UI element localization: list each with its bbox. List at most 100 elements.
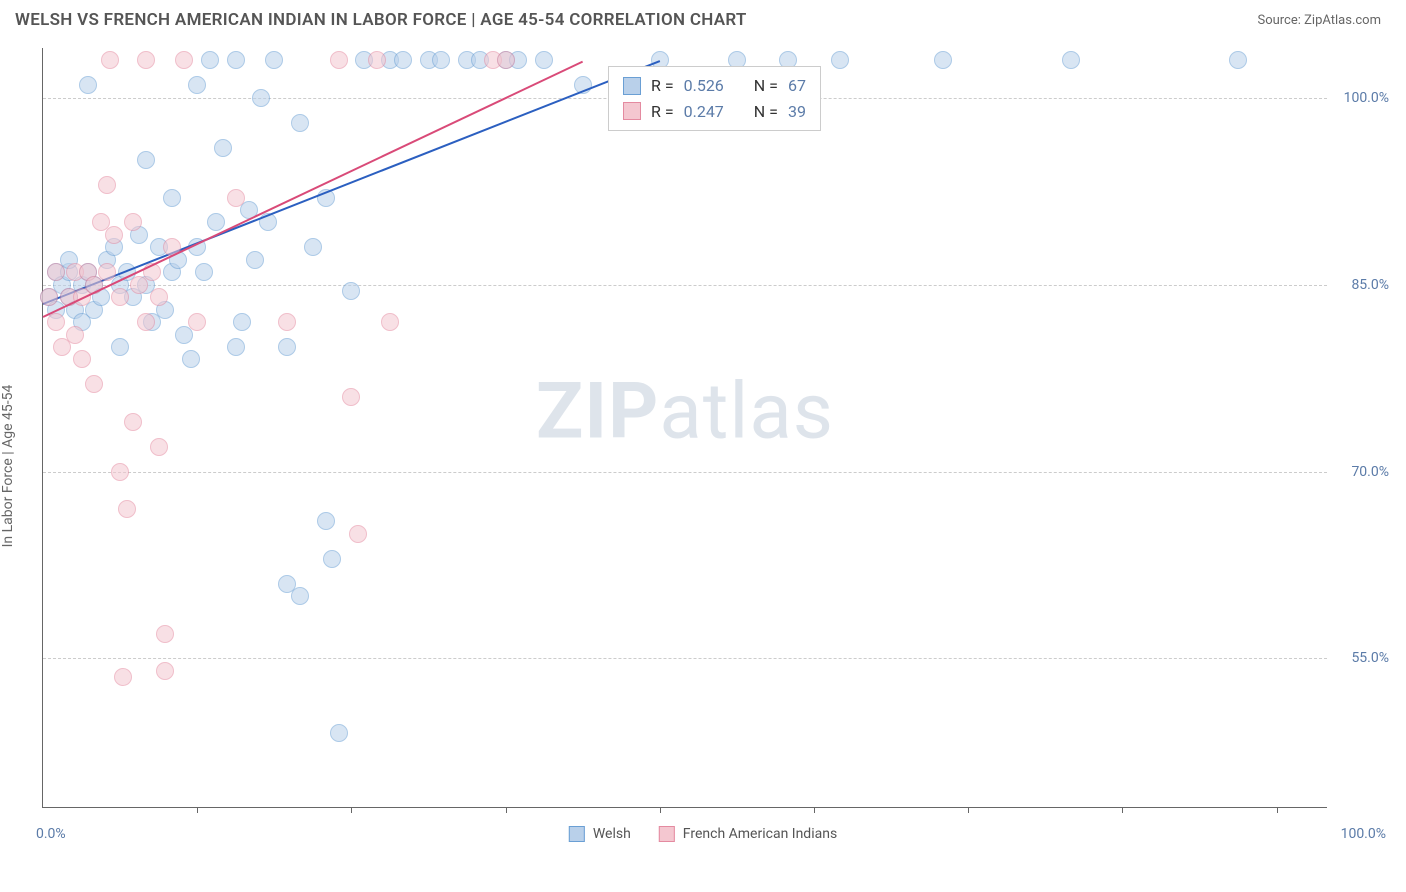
data-point-welsh — [137, 151, 155, 169]
data-point-welsh — [265, 51, 283, 69]
legend-swatch-welsh — [623, 77, 641, 95]
legend-item-welsh: Welsh — [569, 826, 631, 842]
data-point-welsh — [934, 51, 952, 69]
legend-item-french: French American Indians — [659, 826, 837, 842]
data-point-french — [124, 413, 142, 431]
data-point-welsh — [214, 139, 232, 157]
data-point-french — [124, 213, 142, 231]
x-tick — [197, 807, 198, 813]
data-point-french — [111, 463, 129, 481]
data-point-french — [137, 51, 155, 69]
data-point-welsh — [201, 51, 219, 69]
y-tick-label: 100.0% — [1344, 90, 1389, 106]
data-point-welsh — [342, 282, 360, 300]
data-point-french — [156, 625, 174, 643]
data-point-french — [118, 500, 136, 518]
data-point-welsh — [323, 550, 341, 568]
data-point-french — [175, 51, 193, 69]
gridline — [43, 472, 1327, 473]
stat-r-value: 0.247 — [684, 99, 724, 125]
y-tick-label: 70.0% — [1351, 464, 1389, 480]
data-point-french — [40, 288, 58, 306]
legend-swatch-french — [623, 102, 641, 120]
data-point-french — [156, 662, 174, 680]
chart-header: WELSH VS FRENCH AMERICAN INDIAN IN LABOR… — [0, 0, 1406, 38]
data-point-french — [47, 263, 65, 281]
data-point-welsh — [252, 89, 270, 107]
data-point-french — [342, 388, 360, 406]
x-tick — [1122, 807, 1123, 813]
stat-row-french: R =0.247N =39 — [623, 99, 806, 125]
data-point-french — [111, 288, 129, 306]
watermark-bold: ZIP — [536, 367, 659, 458]
data-point-french — [150, 288, 168, 306]
stat-row-welsh: R =0.526N =67 — [623, 73, 806, 99]
data-point-welsh — [163, 189, 181, 207]
data-point-french — [101, 51, 119, 69]
legend-swatch-welsh — [569, 826, 585, 842]
stat-r-value: 0.526 — [684, 73, 724, 99]
legend: Welsh French American Indians — [569, 826, 837, 842]
data-point-welsh — [394, 51, 412, 69]
chart-container: In Labor Force | Age 45-54 ZIPatlas 100.… — [0, 38, 1406, 878]
data-point-welsh — [432, 51, 450, 69]
data-point-welsh — [291, 587, 309, 605]
data-point-welsh — [227, 51, 245, 69]
watermark: ZIPatlas — [536, 367, 834, 458]
stat-n-label: N = — [754, 99, 778, 125]
legend-swatch-french — [659, 826, 675, 842]
data-point-welsh — [291, 114, 309, 132]
y-tick-label: 55.0% — [1351, 650, 1389, 666]
data-point-welsh — [227, 338, 245, 356]
data-point-french — [85, 375, 103, 393]
trend-line-french — [43, 61, 584, 318]
data-point-french — [381, 313, 399, 331]
y-axis-label: In Labor Force | Age 45-54 — [0, 385, 16, 548]
data-point-french — [227, 189, 245, 207]
data-point-welsh — [233, 313, 251, 331]
data-point-welsh — [246, 251, 264, 269]
data-point-french — [349, 525, 367, 543]
x-tick — [1277, 807, 1278, 813]
x-axis-min-label: 0.0% — [36, 826, 66, 842]
stat-n-value: 39 — [788, 99, 806, 125]
data-point-french — [330, 51, 348, 69]
chart-title: WELSH VS FRENCH AMERICAN INDIAN IN LABOR… — [15, 10, 747, 30]
data-point-french — [137, 313, 155, 331]
data-point-french — [188, 313, 206, 331]
data-point-french — [368, 51, 386, 69]
data-point-french — [114, 668, 132, 686]
data-point-french — [98, 263, 116, 281]
data-point-welsh — [304, 238, 322, 256]
gridline — [43, 285, 1327, 286]
source-label: Source: ZipAtlas.com — [1257, 13, 1381, 28]
stat-box: R =0.526N =67R =0.247N =39 — [608, 66, 821, 131]
y-tick-label: 85.0% — [1351, 277, 1389, 293]
data-point-welsh — [535, 51, 553, 69]
data-point-welsh — [831, 51, 849, 69]
data-point-welsh — [1229, 51, 1247, 69]
data-point-french — [150, 438, 168, 456]
data-point-welsh — [111, 338, 129, 356]
data-point-french — [47, 313, 65, 331]
data-point-welsh — [278, 338, 296, 356]
data-point-french — [98, 176, 116, 194]
data-point-welsh — [1062, 51, 1080, 69]
legend-label: Welsh — [593, 826, 631, 842]
data-point-welsh — [79, 76, 97, 94]
stat-n-value: 67 — [788, 73, 806, 99]
x-tick — [968, 807, 969, 813]
data-point-welsh — [207, 213, 225, 231]
data-point-welsh — [188, 76, 206, 94]
plot-area: ZIPatlas 100.0%85.0%70.0%55.0%R =0.526N … — [42, 48, 1327, 808]
data-point-french — [497, 51, 515, 69]
data-point-welsh — [182, 350, 200, 368]
x-tick — [660, 807, 661, 813]
data-point-welsh — [317, 512, 335, 530]
gridline — [43, 658, 1327, 659]
x-tick — [814, 807, 815, 813]
data-point-welsh — [195, 263, 213, 281]
x-tick — [351, 807, 352, 813]
data-point-french — [105, 226, 123, 244]
x-tick — [506, 807, 507, 813]
